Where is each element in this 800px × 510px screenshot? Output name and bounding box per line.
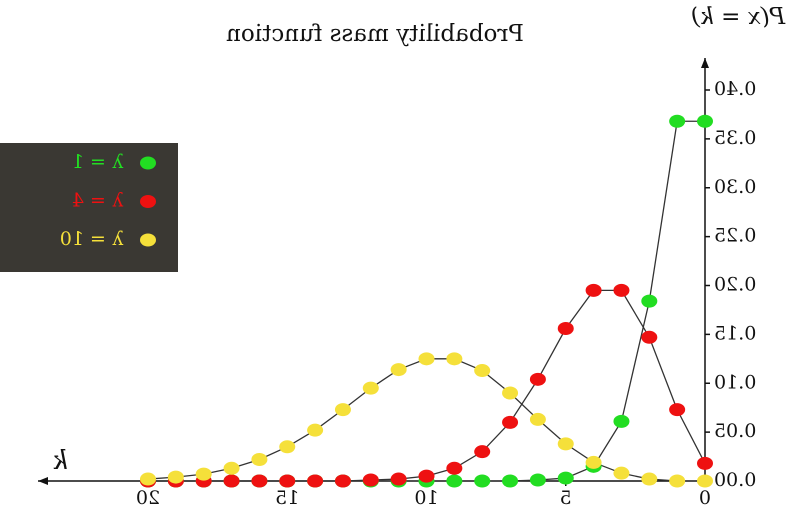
data-point xyxy=(446,352,463,366)
data-point xyxy=(641,294,658,308)
data-point xyxy=(613,414,630,428)
data-point xyxy=(390,363,407,377)
data-point xyxy=(474,474,491,488)
chart-title: Probability mass function xyxy=(226,21,524,47)
data-point xyxy=(167,470,184,484)
data-point xyxy=(307,474,324,488)
data-point xyxy=(669,114,686,128)
data-point xyxy=(502,386,519,400)
y-tick-label: 0.40 xyxy=(714,78,756,100)
x-tick-label: 10 xyxy=(414,487,438,509)
y-tick-label: 0.05 xyxy=(714,420,756,442)
legend-marker xyxy=(140,156,156,170)
data-point xyxy=(529,412,546,426)
data-point xyxy=(502,415,519,429)
y-axis-label: P(x = k) xyxy=(691,4,786,30)
data-point xyxy=(697,456,713,470)
y-tick-label: 0.35 xyxy=(714,127,756,149)
legend-marker xyxy=(140,195,156,208)
data-point xyxy=(140,472,156,486)
data-point xyxy=(251,452,268,466)
data-point xyxy=(474,364,491,378)
data-point xyxy=(669,403,686,417)
data-point xyxy=(474,445,491,459)
data-point xyxy=(641,330,658,344)
data-point xyxy=(334,474,351,488)
data-point xyxy=(418,469,435,483)
data-point xyxy=(223,474,240,488)
y-tick-label: 0.30 xyxy=(714,176,756,198)
y-tick-label: 0.25 xyxy=(714,225,756,247)
x-axis-label: k xyxy=(52,446,68,476)
legend: λ = 1 λ = 4 λ = 10 xyxy=(0,143,178,272)
data-point xyxy=(390,472,407,486)
data-point xyxy=(334,403,351,417)
y-axis-arrow xyxy=(701,58,709,68)
data-point xyxy=(669,474,686,488)
data-point xyxy=(557,471,574,485)
x-tick-label: 5 xyxy=(560,487,572,509)
data-point xyxy=(557,322,574,336)
data-point xyxy=(557,437,574,451)
data-point xyxy=(418,352,435,366)
data-point xyxy=(446,474,463,488)
data-point xyxy=(613,466,630,480)
series-line xyxy=(148,289,706,482)
data-point xyxy=(613,283,630,297)
y-tick-label: 0.20 xyxy=(714,274,756,296)
x-tick-label: 0 xyxy=(699,487,711,509)
legend-label: λ = 4 xyxy=(72,190,124,212)
data-point xyxy=(223,461,240,475)
legend-marker xyxy=(140,233,156,247)
data-point xyxy=(446,461,463,475)
data-point xyxy=(529,372,546,386)
x-axis-arrow xyxy=(38,477,48,485)
legend-label: λ = 10 xyxy=(60,228,124,250)
data-point xyxy=(641,472,658,486)
data-point xyxy=(251,474,268,488)
data-point xyxy=(585,455,602,469)
data-point xyxy=(195,467,212,481)
data-point xyxy=(502,474,519,488)
data-point xyxy=(697,114,713,128)
data-point xyxy=(362,473,379,487)
data-point xyxy=(279,440,296,454)
x-tick-label: 15 xyxy=(275,487,299,509)
data-point xyxy=(362,381,379,395)
y-tick-label: 0.15 xyxy=(714,322,756,344)
data-point xyxy=(585,283,602,297)
y-tick-label: 0.00 xyxy=(714,469,756,491)
data-point xyxy=(279,474,296,488)
data-point xyxy=(529,473,546,487)
legend-label: λ = 1 xyxy=(72,151,124,173)
data-point xyxy=(307,423,324,437)
x-tick-label: 20 xyxy=(136,487,160,509)
plot-root: Probability mass function P(x = k) k 0.0… xyxy=(0,4,786,509)
y-tick-label: 0.10 xyxy=(714,371,756,393)
data-point xyxy=(697,474,713,488)
